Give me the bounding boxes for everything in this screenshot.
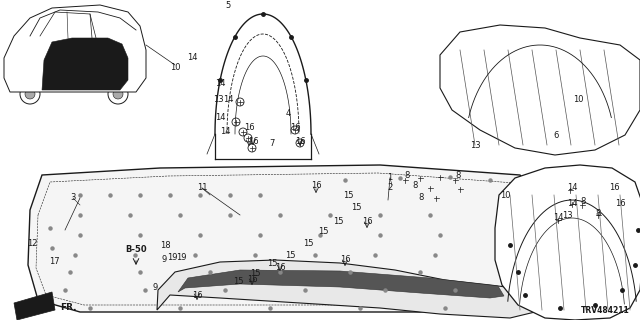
Text: 4: 4 xyxy=(285,108,291,117)
Text: 15: 15 xyxy=(285,251,295,260)
Text: 18: 18 xyxy=(160,242,170,251)
Text: 15: 15 xyxy=(250,269,260,278)
Text: 8: 8 xyxy=(595,209,601,218)
Text: 15: 15 xyxy=(343,191,353,201)
Circle shape xyxy=(401,176,409,184)
Circle shape xyxy=(296,139,304,147)
Circle shape xyxy=(578,201,586,209)
Text: 13: 13 xyxy=(470,140,480,149)
Circle shape xyxy=(426,184,434,192)
Circle shape xyxy=(594,211,602,219)
Circle shape xyxy=(566,186,574,194)
Polygon shape xyxy=(14,292,55,320)
Text: 17: 17 xyxy=(49,258,60,267)
Text: 8: 8 xyxy=(580,197,586,206)
Text: 15: 15 xyxy=(333,217,343,226)
Text: 16: 16 xyxy=(609,183,620,193)
Circle shape xyxy=(244,134,252,142)
Circle shape xyxy=(436,173,444,181)
Circle shape xyxy=(451,176,459,184)
Text: 14: 14 xyxy=(187,53,197,62)
Text: 15: 15 xyxy=(351,204,361,212)
Text: 8: 8 xyxy=(404,171,410,180)
Text: 19: 19 xyxy=(167,252,177,261)
Text: 15: 15 xyxy=(233,277,243,286)
Text: 8: 8 xyxy=(419,194,424,203)
Polygon shape xyxy=(178,270,504,298)
Circle shape xyxy=(291,126,299,134)
Circle shape xyxy=(113,89,123,99)
Circle shape xyxy=(239,128,247,136)
Text: 6: 6 xyxy=(554,131,559,140)
Text: 10: 10 xyxy=(500,190,510,199)
Text: 14: 14 xyxy=(220,127,230,137)
Polygon shape xyxy=(42,38,128,90)
Text: 8: 8 xyxy=(412,180,418,189)
Text: 7: 7 xyxy=(269,140,275,148)
Circle shape xyxy=(232,118,240,126)
Circle shape xyxy=(432,194,440,202)
Text: 15: 15 xyxy=(303,239,313,249)
Text: 14: 14 xyxy=(553,213,563,222)
Text: 16: 16 xyxy=(248,138,259,147)
Text: 14: 14 xyxy=(567,198,577,207)
Polygon shape xyxy=(495,165,640,320)
Text: 14: 14 xyxy=(223,95,233,105)
Text: 16: 16 xyxy=(310,181,321,190)
Text: 14: 14 xyxy=(567,183,577,193)
Text: 11: 11 xyxy=(196,183,207,193)
FancyBboxPatch shape xyxy=(111,273,151,297)
Text: 9: 9 xyxy=(161,255,166,265)
Text: 2: 2 xyxy=(387,183,392,193)
Text: 10: 10 xyxy=(573,95,583,105)
Text: 14: 14 xyxy=(215,114,225,123)
Polygon shape xyxy=(157,260,538,318)
Text: 14: 14 xyxy=(215,78,225,87)
Text: 13: 13 xyxy=(212,95,223,105)
Text: FR.: FR. xyxy=(60,302,77,311)
Text: TRV484211: TRV484211 xyxy=(581,306,630,315)
Text: 16: 16 xyxy=(294,137,305,146)
Polygon shape xyxy=(28,165,542,312)
Polygon shape xyxy=(440,25,640,155)
Text: 1: 1 xyxy=(387,173,392,182)
Text: 13: 13 xyxy=(562,211,572,220)
Text: 19: 19 xyxy=(176,252,186,261)
FancyBboxPatch shape xyxy=(109,239,163,275)
Text: 5: 5 xyxy=(225,2,230,11)
Circle shape xyxy=(236,98,244,106)
Circle shape xyxy=(456,185,464,193)
Circle shape xyxy=(25,89,35,99)
Text: 16: 16 xyxy=(362,217,372,226)
Circle shape xyxy=(568,200,576,208)
Text: 15: 15 xyxy=(317,228,328,236)
Text: 16: 16 xyxy=(340,255,350,265)
Text: 16: 16 xyxy=(244,124,254,132)
Text: 16: 16 xyxy=(290,124,300,132)
Text: 16: 16 xyxy=(275,262,285,271)
Text: 16: 16 xyxy=(614,198,625,207)
Circle shape xyxy=(248,144,256,152)
Circle shape xyxy=(554,216,562,224)
Text: 3: 3 xyxy=(70,194,76,203)
Circle shape xyxy=(416,174,424,182)
Polygon shape xyxy=(4,5,146,92)
Ellipse shape xyxy=(314,267,326,273)
Text: 16: 16 xyxy=(246,276,257,284)
Ellipse shape xyxy=(194,267,206,273)
Text: 15: 15 xyxy=(267,260,277,268)
Text: 8: 8 xyxy=(455,171,461,180)
Ellipse shape xyxy=(434,267,446,273)
Circle shape xyxy=(20,84,40,104)
Text: 16: 16 xyxy=(192,291,202,300)
Text: 10: 10 xyxy=(170,63,180,73)
Text: 9: 9 xyxy=(152,283,157,292)
Circle shape xyxy=(108,84,128,104)
Text: B-50: B-50 xyxy=(125,245,147,254)
Text: 12: 12 xyxy=(27,238,37,247)
